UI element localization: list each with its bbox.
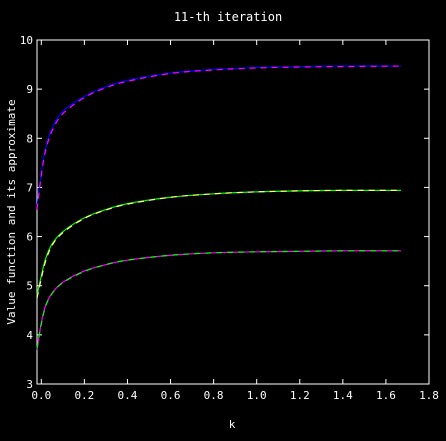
y-axis-label: Value function and its approximate (5, 99, 18, 324)
series-line-4 (36, 189, 402, 299)
x-axis-ticks: 0.0 0.2 0.4 0.6 0.8 1.0 1.2 1.4 1.6 1.8 (31, 40, 439, 402)
x-tick-label: 0.8 (204, 389, 224, 402)
y-axis-ticks: 3 4 5 6 7 8 9 10 (20, 34, 429, 391)
series-line-2 (36, 65, 402, 210)
y-tick-label: 9 (26, 83, 33, 96)
chart-title: 11-th iteration (174, 10, 282, 24)
series-line-5 (36, 250, 402, 350)
x-tick-label: 1.6 (376, 389, 396, 402)
x-tick-label: 1.0 (247, 389, 267, 402)
y-tick-label: 8 (26, 132, 33, 145)
x-tick-label: 0.0 (31, 389, 51, 402)
series-group (36, 65, 402, 350)
series-line-3 (36, 189, 402, 296)
y-tick-label: 3 (26, 378, 33, 391)
series-line-1 (36, 65, 402, 208)
x-tick-label: 0.2 (74, 389, 94, 402)
y-tick-label: 4 (26, 329, 33, 342)
x-tick-label: 1.2 (290, 389, 310, 402)
series-line-6 (36, 250, 402, 349)
plot-frame (36, 39, 430, 385)
y-tick-label: 10 (20, 34, 33, 47)
x-tick-label: 1.8 (419, 389, 439, 402)
y-tick-label: 7 (26, 181, 33, 194)
y-tick-label: 5 (26, 280, 33, 293)
x-axis-label: k (229, 418, 236, 431)
x-tick-label: 0.6 (161, 389, 181, 402)
x-tick-label: 0.4 (118, 389, 138, 402)
y-tick-label: 6 (26, 231, 33, 244)
x-tick-label: 1.4 (333, 389, 353, 402)
